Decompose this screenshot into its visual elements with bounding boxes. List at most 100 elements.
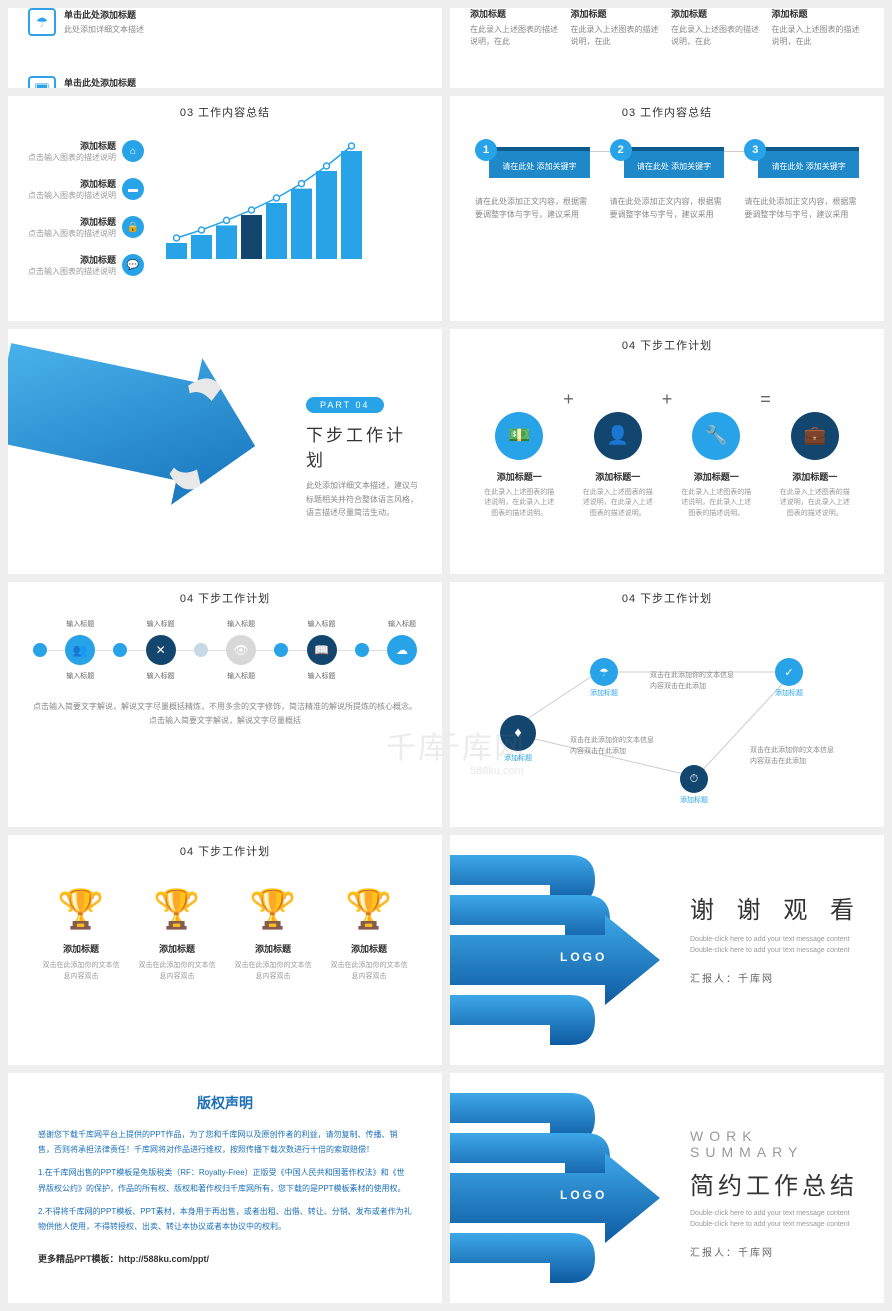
logo-text: LOGO bbox=[560, 950, 607, 964]
col-title: 添加标题 bbox=[330, 942, 408, 955]
slide-title: 04 下步工作计划 bbox=[8, 582, 442, 610]
node-label-top: 输入标题 bbox=[66, 619, 94, 629]
node-icon: 👥 bbox=[65, 635, 95, 665]
step-number: 2 bbox=[610, 139, 632, 161]
col-desc: 在此录入上述图表的描述说明，在此录入上述图表的描述说明。 bbox=[582, 488, 654, 520]
thanks-para: Double-click here to add your text messa… bbox=[690, 935, 864, 956]
col-desc: 在此录入上述图表的描述说明，在此 bbox=[772, 25, 860, 46]
col-title: 添加标题一 bbox=[779, 470, 851, 483]
col-title: 添加标题一 bbox=[483, 470, 555, 483]
row-title: 添加标题 bbox=[28, 253, 116, 266]
slide-growth-chart: 03 工作内容总结 添加标题点击输入图表的描述说明 ⌂ 添加标题点击输入图表的描… bbox=[8, 96, 442, 321]
step: 3 请在此处 添加关键字 bbox=[744, 139, 859, 178]
operator: = bbox=[760, 389, 771, 410]
list-row: 添加标题点击输入图表的描述说明 🔒 bbox=[28, 215, 144, 239]
col-title: 添加标题 bbox=[671, 8, 764, 22]
col-icon: 💵 bbox=[495, 412, 543, 460]
branch-node: ♦ 添加标题 bbox=[500, 715, 536, 763]
step-desc: 请在此处添加正文内容，根据需要调整字体与字号，建议采用 bbox=[744, 196, 859, 222]
section-heading: 下步工作计划 bbox=[306, 421, 424, 471]
item-title: 单击此处添加标题 bbox=[64, 76, 144, 88]
row-icon: 🔒 bbox=[122, 216, 144, 238]
umbrella-icon: ☂ bbox=[28, 8, 56, 36]
col-icon: 🔧 bbox=[692, 412, 740, 460]
row-icon: 💬 bbox=[122, 254, 144, 276]
col-title: 添加标题 bbox=[470, 8, 563, 22]
icon-item: 🖥 单击此处添加标题此处添加详细文本描述 bbox=[28, 76, 144, 88]
col-title: 添加标题 bbox=[571, 8, 664, 22]
step-box: 请在此处 添加关键字 bbox=[758, 151, 859, 178]
node-icon: ✓ bbox=[775, 658, 803, 686]
node-label: 添加标题 bbox=[680, 795, 708, 805]
slide-part04-intro: WORK SUMMARY PART 04 下步工作计划 此处添加详细文本描述，建… bbox=[8, 329, 442, 574]
node-icon: ✕ bbox=[146, 635, 176, 665]
timeline-dot bbox=[194, 643, 208, 657]
section-para: 此处添加详细文本描述，建议与标题相关并符合整体语言风格，语言描述尽量简洁生动。 bbox=[306, 479, 424, 520]
node-label-top: 输入标题 bbox=[147, 619, 175, 629]
operator: + bbox=[662, 389, 673, 410]
trophy-icon: 🏆 bbox=[42, 888, 120, 932]
timeline-node: 输入标题 ☁ bbox=[387, 635, 417, 665]
col-icon: 💼 bbox=[791, 412, 839, 460]
slide-icons-two: ☂ 单击此处添加标题此处添加详细文本描述 🖥 单击此处添加标题此处添加详细文本描… bbox=[8, 8, 442, 88]
node-label: 添加标题 bbox=[500, 753, 536, 763]
col-title: 添加标题 bbox=[772, 8, 865, 22]
operator: + bbox=[563, 389, 574, 410]
row-sub: 点击输入图表的描述说明 bbox=[28, 191, 116, 200]
node-label: 添加标题 bbox=[590, 688, 618, 698]
trophy-col: 🏆 添加标题双击在此添加你的文本信息内容双击 bbox=[330, 888, 408, 1040]
equation-col: 💼 添加标题一在此录入上述图表的描述说明，在此录入上述图表的描述说明。 bbox=[779, 412, 851, 520]
list-row: 添加标题点击输入图表的描述说明 💬 bbox=[28, 253, 144, 277]
timeline-node: 输入标题 👁 输入标题 bbox=[226, 635, 256, 665]
step-box: 请在此处 添加关键字 bbox=[624, 151, 725, 178]
equation-col: 💵 添加标题一在此录入上述图表的描述说明，在此录入上述图表的描述说明。 bbox=[483, 412, 555, 520]
row-sub: 点击输入图表的描述说明 bbox=[28, 229, 116, 238]
trophy-icon: 🏆 bbox=[138, 888, 216, 932]
copyright-heading: 版权声明 bbox=[38, 1093, 412, 1113]
row-sub: 点击输入图表的描述说明 bbox=[28, 153, 116, 162]
copyright-footer: 更多精品PPT模板：http://588ku.com/ppt/ bbox=[38, 1252, 412, 1265]
icon-item: ☂ 单击此处添加标题此处添加详细文本描述 bbox=[28, 8, 144, 36]
branch-text: 双击在此添加你的文本信息内容双击在此添加 bbox=[750, 745, 840, 767]
col-desc: 双击在此添加你的文本信息内容双击 bbox=[234, 961, 312, 982]
slide-equation: 04 下步工作计划 💵 添加标题一在此录入上述图表的描述说明，在此录入上述图表的… bbox=[450, 329, 884, 574]
summary-heading: 简约工作总结 bbox=[690, 1166, 864, 1201]
logo-text: LOGO bbox=[560, 1188, 607, 1202]
timeline-node: 输入标题 👥 输入标题 bbox=[65, 635, 95, 665]
summary-en: WORK SUMMARY bbox=[690, 1128, 864, 1160]
col-desc: 双击在此添加你的文本信息内容双击 bbox=[138, 961, 216, 982]
branch-node: ☂ 添加标题 bbox=[590, 658, 618, 698]
slide-summary: LOGO WORK SUMMARY 简约工作总结 Double-click he… bbox=[450, 1073, 884, 1303]
part-badge: PART 04 bbox=[306, 397, 384, 413]
node-label-bottom: 输入标题 bbox=[308, 671, 336, 681]
node-label-top: 输入标题 bbox=[227, 619, 255, 629]
node-label-bottom: 输入标题 bbox=[227, 671, 255, 681]
arrow-graphic: WORK SUMMARY bbox=[8, 329, 288, 574]
copyright-p1: 感谢您下载千库网平台上提供的PPT作品，为了您和千库网以及原创作者的利益，请勿复… bbox=[38, 1127, 412, 1157]
node-icon: 📖 bbox=[307, 635, 337, 665]
slide-four-cols: 添加标题在此录入上述图表的描述说明，在此 添加标题在此录入上述图表的描述说明，在… bbox=[450, 8, 884, 88]
trophy-icon: 🏆 bbox=[330, 888, 408, 932]
col-desc: 在此录入上述图表的描述说明，在此录入上述图表的描述说明。 bbox=[483, 488, 555, 520]
trophy-col: 🏆 添加标题双击在此添加你的文本信息内容双击 bbox=[234, 888, 312, 1040]
timeline-dot bbox=[33, 643, 47, 657]
slide-trophies: 04 下步工作计划 🏆 添加标题双击在此添加你的文本信息内容双击 🏆 添加标题双… bbox=[8, 835, 442, 1065]
scroll-graphic: LOGO bbox=[450, 1073, 670, 1303]
node-icon: ☂ bbox=[590, 658, 618, 686]
col-desc: 在此录入上述图表的描述说明，在此 bbox=[571, 25, 659, 46]
slide-title: 04 下步工作计划 bbox=[450, 329, 884, 357]
copyright-p3: 2.不得将千库网的PPT模板、PPT素材，本身用于再出售，或者出租、出借、转让、… bbox=[38, 1204, 412, 1234]
slide-title: 03 工作内容总结 bbox=[8, 96, 442, 124]
row-sub: 点击输入图表的描述说明 bbox=[28, 267, 116, 276]
node-label: 添加标题 bbox=[775, 688, 803, 698]
col-desc: 双击在此添加你的文本信息内容双击 bbox=[330, 961, 408, 982]
col-desc: 在此录入上述图表的描述说明，在此 bbox=[470, 25, 558, 46]
scroll-graphic: LOGO bbox=[450, 835, 670, 1065]
trophy-col: 🏆 添加标题双击在此添加你的文本信息内容双击 bbox=[42, 888, 120, 1040]
slide-title: 04 下步工作计划 bbox=[450, 582, 884, 610]
node-icon: ☁ bbox=[387, 635, 417, 665]
step: 1 请在此处 添加关键字 bbox=[475, 139, 590, 178]
timeline-node: 输入标题 📖 输入标题 bbox=[307, 635, 337, 665]
node-label-top: 输入标题 bbox=[308, 619, 336, 629]
reporter: 汇报人：千库网 bbox=[690, 970, 864, 985]
